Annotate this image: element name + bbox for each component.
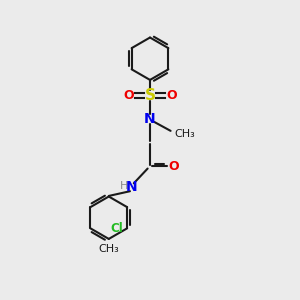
Text: CH₃: CH₃ bbox=[98, 244, 119, 254]
Text: O: O bbox=[169, 160, 179, 173]
Text: H: H bbox=[119, 181, 128, 191]
Text: Cl: Cl bbox=[110, 222, 123, 235]
Text: N: N bbox=[126, 180, 138, 194]
Text: O: O bbox=[167, 89, 177, 102]
Text: O: O bbox=[123, 89, 134, 102]
Text: S: S bbox=[145, 88, 155, 103]
Text: CH₃: CH₃ bbox=[174, 129, 195, 139]
Text: N: N bbox=[144, 112, 156, 126]
